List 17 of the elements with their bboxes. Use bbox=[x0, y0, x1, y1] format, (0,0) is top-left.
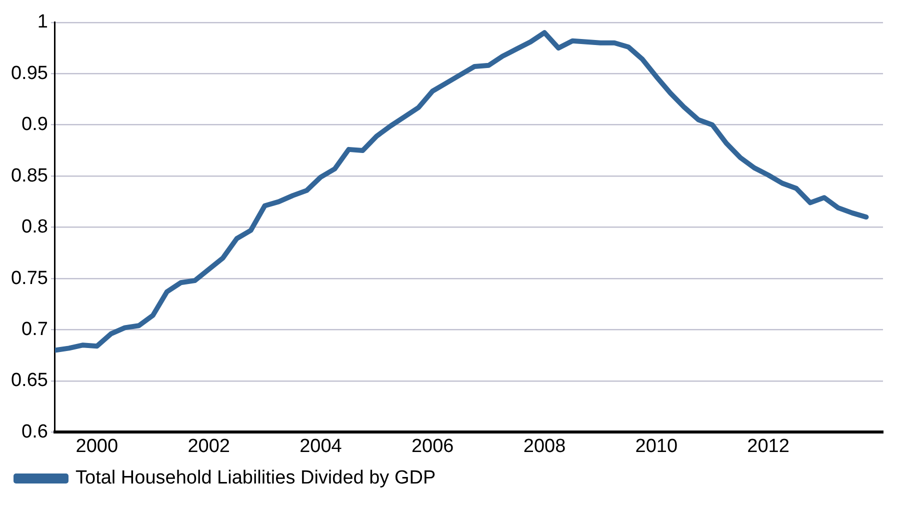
y-tick-label: 0.85 bbox=[10, 165, 48, 186]
x-tick-label: 2006 bbox=[411, 436, 454, 457]
y-tick-label: 0.6 bbox=[22, 421, 48, 442]
x-tick-label: 2010 bbox=[635, 436, 678, 457]
y-tick-label: 0.95 bbox=[10, 62, 48, 84]
x-tick-label: 2012 bbox=[747, 436, 790, 457]
x-tick-label: 2008 bbox=[523, 436, 566, 457]
y-tick-label: 0.8 bbox=[22, 216, 48, 238]
x-tick-label: 2000 bbox=[76, 436, 118, 457]
y-tick-label: 0.65 bbox=[10, 370, 48, 392]
legend-label: Total Household Liabilities Divided by GDP bbox=[76, 468, 436, 489]
x-tick-label: 2004 bbox=[300, 436, 342, 457]
y-tick-label: 0.7 bbox=[22, 318, 48, 340]
y-tick-label: 1 bbox=[37, 12, 48, 33]
x-tick-label: 2002 bbox=[188, 436, 230, 457]
y-tick-label: 0.75 bbox=[10, 268, 48, 289]
y-tick-label: 0.9 bbox=[22, 114, 48, 136]
